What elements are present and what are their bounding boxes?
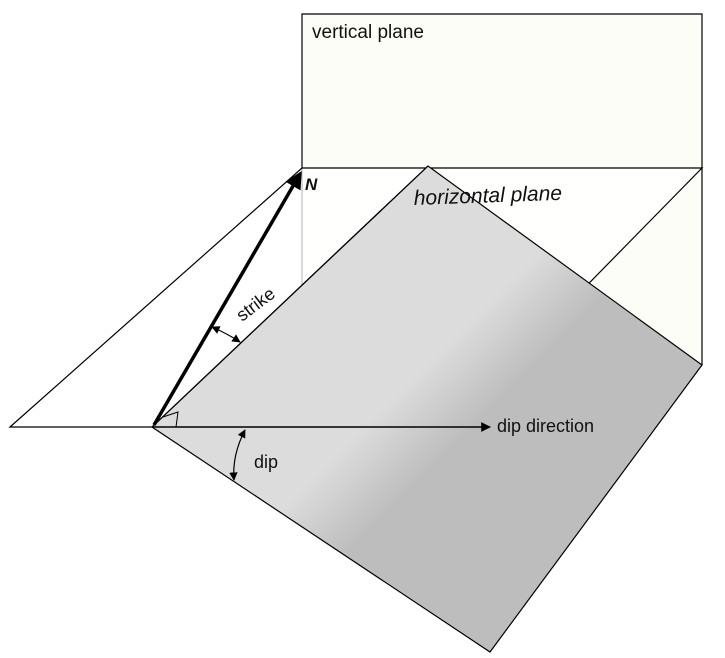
right-angle-marker	[162, 411, 179, 428]
vertical-plane-outline	[301, 13, 703, 365]
dip-angle-arc	[229, 429, 246, 481]
strike-angle-arc	[211, 326, 241, 343]
north-label: N	[305, 175, 318, 194]
dip-direction-label: dip direction	[497, 416, 594, 436]
north-arrow	[152, 170, 302, 426]
vertical-plane-label: vertical plane	[312, 22, 424, 43]
strike-line	[151, 165, 429, 428]
dip-label: dip	[254, 452, 278, 472]
horizontal-plane-label: horizontal plane	[413, 182, 562, 210]
